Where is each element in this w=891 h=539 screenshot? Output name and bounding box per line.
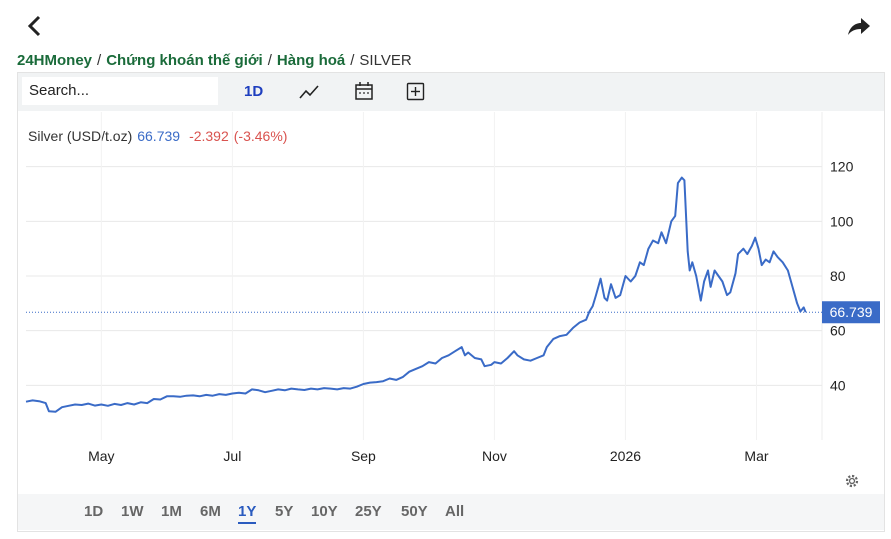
range-button[interactable]: 1D: [84, 503, 104, 520]
range-button[interactable]: 5Y: [275, 503, 294, 520]
search-input[interactable]: Search...: [22, 77, 218, 105]
range-bar: 1D 1W 1M 6M 1Y 5Y 10Y 25Y 50Y All: [18, 494, 884, 530]
breadcrumb: 24HMoney / Chứng khoán thế giới / Hàng hoá / S…: [17, 52, 412, 69]
breadcrumb-item[interactable]: Hàng hoá: [276, 52, 346, 69]
share-button[interactable]: [846, 14, 872, 38]
range-button[interactable]: 25Y: [355, 503, 382, 520]
back-button[interactable]: [24, 14, 46, 38]
range-button[interactable]: 6M: [200, 503, 221, 520]
range-button[interactable]: 50Y: [401, 503, 428, 520]
range-button[interactable]: 1W: [121, 503, 144, 520]
interval-button[interactable]: 1D: [244, 83, 264, 100]
range-button[interactable]: 10Y: [311, 503, 338, 520]
chart-widget: Search... 1D 1D 1W 1M 6M 1Y 5Y 10Y 25Y 50Y All: [17, 72, 885, 532]
breadcrumb-item: SILVER: [359, 52, 412, 69]
breadcrumb-separator: /: [350, 52, 355, 69]
breadcrumb-item[interactable]: 24HMoney: [17, 52, 93, 69]
range-button[interactable]: 1M: [161, 503, 182, 520]
range-button[interactable]: All: [445, 503, 465, 520]
add-button[interactable]: [406, 82, 426, 102]
breadcrumb-separator: /: [97, 52, 102, 69]
toolbar: Search... 1D: [18, 73, 884, 111]
breadcrumb-separator: /: [267, 52, 272, 69]
breadcrumb-item[interactable]: Chứng khoán thế giới: [106, 52, 263, 69]
chart-type-button[interactable]: [298, 82, 320, 102]
calendar-button[interactable]: [354, 81, 374, 101]
range-button[interactable]: 1Y: [238, 503, 257, 524]
